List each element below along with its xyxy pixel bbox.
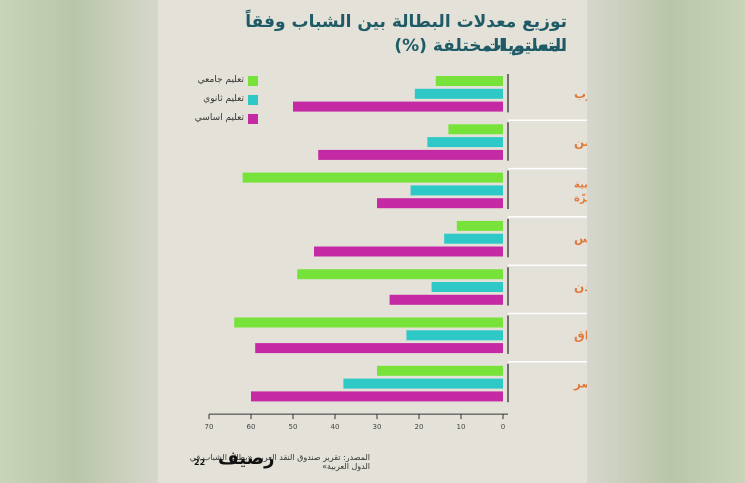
x-tick-label: 50	[289, 423, 298, 431]
legend-swatch-secondary	[248, 95, 258, 105]
bar-0-1	[448, 124, 503, 135]
x-tick-label: 10	[457, 423, 466, 431]
bar-2-1	[318, 149, 503, 160]
category-label: الضفّة الغربية	[574, 177, 587, 190]
x-tick-label: 0	[501, 423, 505, 431]
bar-0-3	[456, 220, 503, 231]
bar-2-6	[251, 391, 503, 402]
bar-1-0	[414, 88, 503, 99]
category-label: مصر	[573, 377, 587, 391]
legend-label-secondary: تعليم ثانوي	[203, 94, 244, 104]
bar-1-4	[431, 282, 503, 292]
bar-1-1	[427, 137, 503, 148]
bar-0-6	[377, 365, 503, 376]
brand-logo: رصيف	[218, 448, 275, 469]
x-tick-label: 20	[415, 423, 424, 431]
bar-0-5	[234, 317, 503, 328]
bar-0-0	[435, 76, 503, 86]
bar-0-4	[297, 269, 503, 280]
legend-label-basic: تعليم اساسي	[194, 113, 244, 123]
x-tick-label: 40	[331, 423, 340, 431]
legend-swatch-university	[248, 76, 258, 86]
bar-1-2	[410, 185, 503, 196]
legend-swatch-basic	[248, 114, 258, 124]
category-label: الأردن	[574, 279, 587, 294]
chart-title-line-2: التعليم المختلفة (%)	[394, 36, 567, 56]
category-label: تونس	[574, 232, 587, 247]
bar-1-5	[406, 330, 503, 341]
infographic-card: توزيع معدلات البطالة بين الشباب وفقاً لم…	[158, 0, 587, 483]
bar-chart: المغرب اليمن الضفّة الغربية وقطاع غزّة تونس ا…	[205, 74, 587, 431]
x-tick-label: 30	[373, 423, 382, 431]
bar-2-2	[377, 198, 503, 209]
x-tick-label: 70	[205, 423, 214, 431]
chart-title-line-1: توزيع معدلات البطالة بين الشباب وفقاً لم…	[245, 12, 567, 56]
legend-label-university: تعليم جامعي	[197, 75, 244, 85]
category-label: المغرب	[574, 87, 587, 101]
bar-2-3	[314, 246, 503, 257]
category-label: العراق	[574, 328, 587, 342]
bar-1-3	[444, 233, 503, 244]
brand-logo-number: 22	[194, 458, 206, 467]
bar-1-6	[343, 378, 503, 389]
bar-0-2	[242, 172, 503, 183]
bar-2-0	[293, 101, 503, 112]
bar-2-4	[389, 294, 503, 305]
bar-2-5	[255, 343, 503, 354]
category-label: وقطاع غزّة	[574, 193, 587, 204]
source-note: المصدر: تقرير صندوق النقد العربي «بطالة …	[189, 453, 370, 471]
category-label: اليمن	[574, 135, 587, 149]
x-tick-label: 60	[247, 423, 256, 431]
